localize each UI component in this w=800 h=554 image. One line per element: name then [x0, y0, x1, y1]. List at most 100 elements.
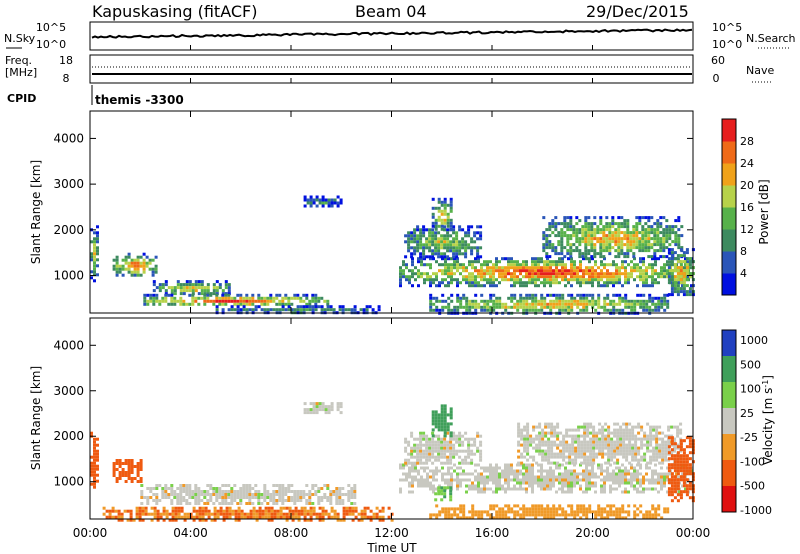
- velocity-colorbar-swatch: [722, 486, 736, 513]
- velocity-cell: [170, 502, 174, 505]
- power-cell: [680, 246, 684, 250]
- velocity-cell: [336, 512, 340, 516]
- velocity-cell: [679, 448, 683, 452]
- power-cell: [209, 299, 213, 303]
- velocity-cell: [336, 515, 340, 519]
- power-cell: [603, 272, 606, 276]
- velocity-cell: [532, 428, 536, 432]
- power-cell: [611, 237, 615, 241]
- power-cell: [218, 283, 222, 287]
- power-cell: [233, 299, 237, 303]
- power-cell: [584, 219, 588, 223]
- velocity-cell: [666, 510, 670, 514]
- velocity-cell: [372, 512, 376, 516]
- velocity-cell: [570, 478, 573, 482]
- power-cell: [437, 255, 441, 259]
- velocity-cell: [332, 493, 336, 496]
- power-cell: [446, 249, 450, 253]
- power-cell: [617, 222, 621, 226]
- velocity-cell: [553, 431, 557, 435]
- power-cell: [639, 293, 643, 297]
- velocity-cell: [243, 512, 247, 516]
- power-cell: [641, 249, 645, 253]
- power-cell: [685, 269, 689, 273]
- velocity-cell: [604, 428, 608, 432]
- power-cell: [507, 296, 511, 300]
- power-cell: [278, 302, 282, 306]
- power-cell: [588, 266, 591, 270]
- power-cell: [510, 257, 513, 261]
- power-cell: [593, 237, 597, 241]
- velocity-cell: [449, 492, 453, 496]
- power-cell: [641, 225, 645, 229]
- velocity-cell: [612, 481, 615, 485]
- velocity-cell: [661, 440, 665, 444]
- velocity-cell: [251, 496, 255, 499]
- velocity-cell: [314, 493, 318, 496]
- velocity-cell: [621, 507, 625, 511]
- power-cell: [657, 302, 661, 306]
- power-cell: [287, 302, 291, 306]
- power-cell: [677, 228, 681, 232]
- power-cell: [573, 266, 576, 270]
- power-cell: [405, 275, 408, 279]
- power-cell: [173, 289, 177, 293]
- velocity-cell: [446, 425, 450, 429]
- velocity-cell: [661, 461, 665, 465]
- velocity-cell: [449, 495, 453, 499]
- velocity-cell: [562, 446, 566, 450]
- power-cell: [399, 272, 402, 276]
- velocity-cell: [609, 507, 613, 511]
- power-cell: [136, 264, 140, 268]
- power-cell: [581, 225, 585, 229]
- power-cell: [657, 275, 660, 279]
- velocity-cell: [378, 509, 382, 513]
- velocity-cell: [342, 512, 346, 516]
- power-cell: [338, 305, 342, 309]
- velocity-cell: [130, 459, 134, 462]
- power-cell: [455, 246, 459, 250]
- power-cell: [492, 284, 495, 288]
- velocity-cell: [657, 478, 660, 482]
- velocity-cell: [567, 513, 571, 517]
- power-cell: [685, 278, 689, 282]
- velocity-cell: [670, 499, 674, 503]
- power-cell: [473, 246, 477, 250]
- power-cell: [446, 246, 450, 250]
- velocity-cell: [255, 515, 259, 519]
- velocity-cell: [188, 493, 192, 496]
- velocity-cell: [252, 506, 256, 510]
- velocity-cell: [613, 431, 617, 435]
- power-cell: [441, 299, 445, 303]
- velocity-cell: [414, 475, 417, 479]
- power-cell: [682, 281, 686, 285]
- power-cell: [450, 257, 453, 261]
- velocity-cell: [336, 402, 340, 406]
- power-cell: [459, 263, 462, 267]
- power-cell: [633, 269, 636, 273]
- power-cell: [142, 252, 146, 256]
- power-cell: [164, 293, 168, 297]
- velocity-cell: [326, 487, 330, 490]
- power-cell: [290, 296, 294, 300]
- power-cell: [272, 296, 276, 300]
- velocity-cell: [320, 499, 324, 502]
- power-cell: [584, 252, 588, 256]
- power-cell: [567, 257, 570, 261]
- power-cell: [566, 234, 570, 238]
- velocity-cell: [417, 478, 420, 482]
- power-cell: [653, 243, 657, 247]
- velocity-cell: [426, 472, 429, 476]
- velocity-cell: [607, 443, 611, 447]
- velocity-cell: [338, 493, 342, 496]
- power-cell: [203, 286, 207, 290]
- power-cell: [170, 292, 174, 296]
- velocity-cell: [237, 515, 241, 519]
- x-tick-label: 16:00: [475, 526, 510, 540]
- power-cell: [495, 278, 498, 282]
- power-cell: [676, 269, 680, 273]
- power-cell: [650, 231, 654, 235]
- power-cell: [459, 305, 463, 309]
- power-cell: [656, 219, 660, 223]
- velocity-cell: [628, 440, 632, 444]
